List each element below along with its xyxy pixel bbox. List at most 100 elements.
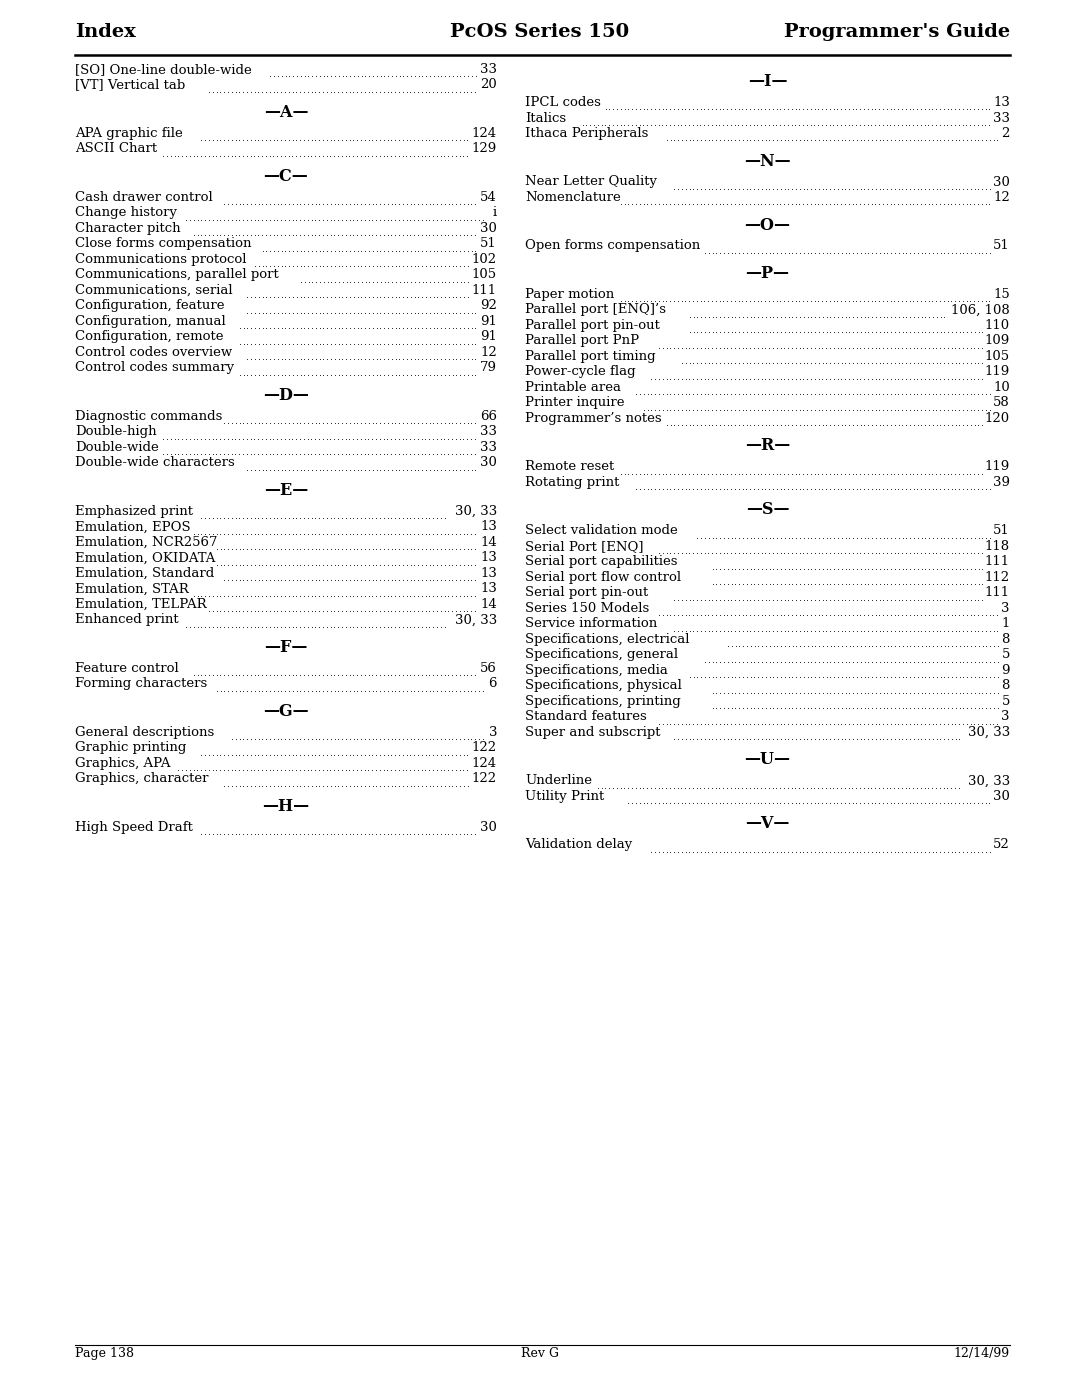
Text: 2: 2 [1001,127,1010,140]
Text: Service information: Service information [525,617,658,630]
Text: 30, 33: 30, 33 [968,774,1010,788]
Text: 52: 52 [994,838,1010,852]
Text: —I—: —I— [747,73,787,89]
Text: Specifications, media: Specifications, media [525,664,667,678]
Text: Feature control: Feature control [75,662,179,675]
Text: Series 150 Models: Series 150 Models [525,602,649,615]
Text: Cash drawer control: Cash drawer control [75,191,213,204]
Text: Communications, parallel port: Communications, parallel port [75,268,279,282]
Text: APA graphic file: APA graphic file [75,127,183,140]
Text: 3: 3 [1001,602,1010,615]
Text: 33: 33 [993,112,1010,124]
Text: 10: 10 [994,381,1010,394]
Text: 109: 109 [985,334,1010,348]
Text: 30: 30 [481,821,497,834]
Text: Graphic printing: Graphic printing [75,742,187,754]
Text: 12: 12 [481,346,497,359]
Text: Communications, serial: Communications, serial [75,284,232,298]
Text: Serial port flow control: Serial port flow control [525,571,681,584]
Text: IPCL codes: IPCL codes [525,96,600,109]
Text: Open forms compensation: Open forms compensation [525,239,700,253]
Text: Nomenclature: Nomenclature [525,191,621,204]
Text: Page 138: Page 138 [75,1347,134,1361]
Text: —N—: —N— [744,152,791,169]
Text: Configuration, feature: Configuration, feature [75,299,225,313]
Text: Rev G: Rev G [521,1347,559,1361]
Text: Forming characters: Forming characters [75,678,207,690]
Text: Emulation, TELPAR: Emulation, TELPAR [75,598,206,610]
Text: 79: 79 [480,362,497,374]
Text: 118: 118 [985,541,1010,553]
Text: 105: 105 [472,268,497,282]
Text: Control codes summary: Control codes summary [75,362,234,374]
Text: 119: 119 [985,461,1010,474]
Text: 9: 9 [1001,664,1010,678]
Text: 3: 3 [488,726,497,739]
Text: [SO] One-line double-wide: [SO] One-line double-wide [75,63,252,75]
Text: —P—: —P— [745,265,789,282]
Text: 92: 92 [481,299,497,313]
Text: Index: Index [75,22,136,41]
Text: PcOS Series 150: PcOS Series 150 [450,22,630,41]
Text: i: i [492,207,497,219]
Text: 33: 33 [480,441,497,454]
Text: Remote reset: Remote reset [525,461,615,474]
Text: 30: 30 [994,789,1010,803]
Text: [VT] Vertical tab: [VT] Vertical tab [75,78,186,91]
Text: 106, 108: 106, 108 [951,303,1010,317]
Text: Double-high: Double-high [75,426,157,439]
Text: Specifications, printing: Specifications, printing [525,694,680,708]
Text: Diagnostic commands: Diagnostic commands [75,409,222,423]
Text: Parallel port [ENQ]’s: Parallel port [ENQ]’s [525,303,666,317]
Text: 56: 56 [481,662,497,675]
Text: 13: 13 [994,96,1010,109]
Text: 30: 30 [994,176,1010,189]
Text: —S—: —S— [746,502,789,518]
Text: Super and subscript: Super and subscript [525,726,661,739]
Text: —R—: —R— [745,437,791,454]
Text: Select validation mode: Select validation mode [525,524,678,538]
Text: 124: 124 [472,127,497,140]
Text: Ithaca Peripherals: Ithaca Peripherals [525,127,648,140]
Text: Graphics, character: Graphics, character [75,773,208,785]
Text: —G—: —G— [264,703,309,719]
Text: Parallel port pin-out: Parallel port pin-out [525,319,660,332]
Text: 66: 66 [480,409,497,423]
Text: Close forms compensation: Close forms compensation [75,237,252,250]
Text: 124: 124 [472,757,497,770]
Text: —V—: —V— [745,816,789,833]
Text: Enhanced print: Enhanced print [75,613,178,626]
Text: 54: 54 [481,191,497,204]
Text: Communications protocol: Communications protocol [75,253,246,265]
Text: 119: 119 [985,366,1010,379]
Text: Emulation, Standard: Emulation, Standard [75,567,214,580]
Text: 33: 33 [480,63,497,75]
Text: Serial port pin-out: Serial port pin-out [525,587,648,599]
Text: 111: 111 [985,556,1010,569]
Text: Italics: Italics [525,112,566,124]
Text: —H—: —H— [262,798,310,814]
Text: 30: 30 [481,457,497,469]
Text: 51: 51 [481,237,497,250]
Text: 1: 1 [1001,617,1010,630]
Text: 3: 3 [1001,711,1010,724]
Text: General descriptions: General descriptions [75,726,214,739]
Text: —C—: —C— [264,168,309,184]
Text: 110: 110 [985,319,1010,332]
Text: Double-wide: Double-wide [75,441,159,454]
Text: 30, 33: 30, 33 [455,613,497,626]
Text: 105: 105 [985,351,1010,363]
Text: 30: 30 [481,222,497,235]
Text: 91: 91 [481,331,497,344]
Text: 122: 122 [472,742,497,754]
Text: Control codes overview: Control codes overview [75,346,232,359]
Text: Standard features: Standard features [525,711,647,724]
Text: 14: 14 [481,536,497,549]
Text: 51: 51 [994,524,1010,538]
Text: 129: 129 [472,142,497,155]
Text: 13: 13 [481,521,497,534]
Text: 13: 13 [481,552,497,564]
Text: —E—: —E— [264,482,308,499]
Text: 39: 39 [993,476,1010,489]
Text: Programmer's Guide: Programmer's Guide [784,22,1010,41]
